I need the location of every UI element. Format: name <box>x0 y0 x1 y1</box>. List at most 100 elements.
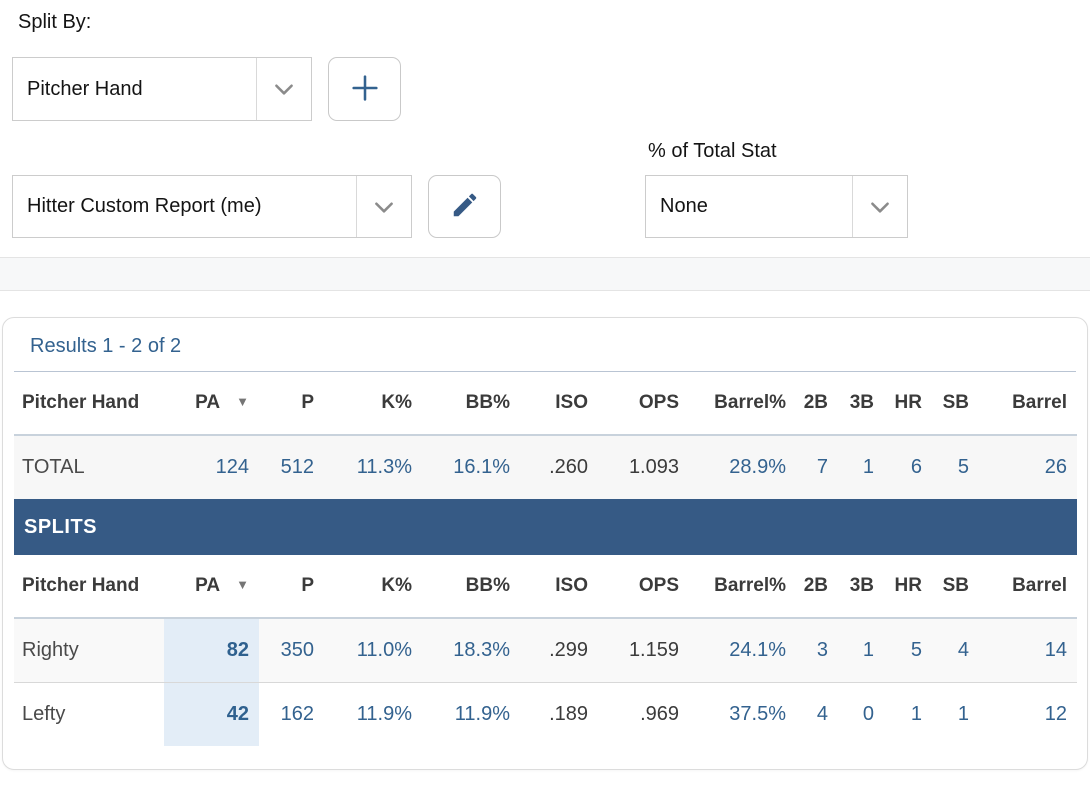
summary-divider <box>14 371 1076 372</box>
column-label: P <box>301 575 314 596</box>
column-header-bb[interactable]: BB% <box>422 555 520 619</box>
column-label: SB <box>942 392 969 413</box>
column-label: PA <box>195 392 221 413</box>
column-label: Barrel <box>1012 575 1067 596</box>
column-header-row: Pitcher Hand PA ▼ P K% BB% ISO OPS Barrel% 2B 3B HR… <box>14 372 1077 436</box>
column-header-hr[interactable]: HR <box>884 555 932 619</box>
cell-bb[interactable]: 11.9% <box>422 682 520 746</box>
column-label: ISO <box>555 392 588 413</box>
add-split-button[interactable] <box>328 57 401 121</box>
column-header-pitcher-hand[interactable]: Pitcher Hand <box>14 372 164 436</box>
cell-k[interactable]: 11.3% <box>324 435 422 499</box>
pct-total-stat-label: % of Total Stat <box>648 140 777 162</box>
column-header-barrel[interactable]: Barrel <box>979 555 1077 619</box>
column-label: K% <box>381 392 412 413</box>
split-by-select[interactable]: Pitcher Hand <box>12 57 312 121</box>
cell-hr[interactable]: 6 <box>884 435 932 499</box>
cell-bb[interactable]: 16.1% <box>422 435 520 499</box>
cell-pa[interactable]: 82 <box>164 618 259 683</box>
column-label: Barrel <box>1012 392 1067 413</box>
column-header-pitcher-hand[interactable]: Pitcher Hand <box>14 555 164 619</box>
column-header-row: Pitcher Hand PA ▼ P K% BB% ISO OPS Barrel% 2B 3B HR… <box>14 555 1077 619</box>
column-label: ISO <box>555 575 588 596</box>
column-header-ops[interactable]: OPS <box>598 372 689 436</box>
column-header-ops[interactable]: OPS <box>598 555 689 619</box>
cell-3b[interactable]: 1 <box>838 435 884 499</box>
column-label: SB <box>942 575 969 596</box>
cell-ops: 1.093 <box>598 435 689 499</box>
results-summary: Results 1 - 2 of 2 <box>30 335 182 357</box>
cell-sb[interactable]: 1 <box>932 682 979 746</box>
cell-pa[interactable]: 124 <box>164 435 259 499</box>
column-label: OPS <box>638 575 679 596</box>
sort-desc-icon[interactable]: ▼ <box>236 394 249 409</box>
column-header-sb[interactable]: SB <box>932 555 979 619</box>
pct-total-stat-select[interactable]: None <box>645 175 908 238</box>
column-header-pa[interactable]: PA ▼ <box>164 372 259 436</box>
cell-sb[interactable]: 4 <box>932 618 979 683</box>
column-header-barrel[interactable]: Barrel% <box>689 372 796 436</box>
column-label: Pitcher Hand <box>22 392 140 413</box>
split-by-selected-value: Pitcher Hand <box>27 77 143 100</box>
column-header-2b[interactable]: 2B <box>796 555 838 619</box>
cell-barrel[interactable]: 26 <box>979 435 1077 499</box>
cell-barrel[interactable]: 14 <box>979 618 1077 683</box>
sort-desc-icon[interactable]: ▼ <box>236 577 249 592</box>
cell-hr[interactable]: 5 <box>884 618 932 683</box>
column-header-p[interactable]: P <box>259 555 324 619</box>
report-select[interactable]: Hitter Custom Report (me) <box>12 175 412 238</box>
column-label: BB% <box>465 575 510 596</box>
cell-barrel[interactable]: 37.5% <box>689 682 796 746</box>
splits-section-title: SPLITS <box>14 499 1077 555</box>
cell-sb[interactable]: 5 <box>932 435 979 499</box>
cell-bb[interactable]: 18.3% <box>422 618 520 683</box>
column-header-3b[interactable]: 3B <box>838 372 884 436</box>
cell-3b[interactable]: 0 <box>838 682 884 746</box>
table-row-total: TOTAL 124 512 11.3% 16.1% .260 1.093 28.9% 7 1 6 5 2… <box>14 435 1077 499</box>
column-header-3b[interactable]: 3B <box>838 555 884 619</box>
column-header-bb[interactable]: BB% <box>422 372 520 436</box>
column-header-k[interactable]: K% <box>324 372 422 436</box>
results-card: Results 1 - 2 of 2 Pitcher Hand PA ▼ P K% BB%… <box>2 317 1088 770</box>
cell-2b[interactable]: 4 <box>796 682 838 746</box>
cell-barrel[interactable]: 28.9% <box>689 435 796 499</box>
column-header-k[interactable]: K% <box>324 555 422 619</box>
chevron-down-icon <box>256 58 311 120</box>
cell-p[interactable]: 162 <box>259 682 324 746</box>
column-label: 2B <box>803 392 828 413</box>
cell-k[interactable]: 11.9% <box>324 682 422 746</box>
pct-total-stat-selected-value: None <box>660 195 708 217</box>
column-label: BB% <box>465 392 510 413</box>
chevron-down-icon <box>852 176 907 237</box>
column-header-sb[interactable]: SB <box>932 372 979 436</box>
column-header-hr[interactable]: HR <box>884 372 932 436</box>
column-label: HR <box>894 575 922 596</box>
cell-p[interactable]: 512 <box>259 435 324 499</box>
cell-barrel[interactable]: 12 <box>979 682 1077 746</box>
column-label: Barrel% <box>714 575 786 596</box>
cell-hr[interactable]: 1 <box>884 682 932 746</box>
chevron-down-icon <box>356 176 411 237</box>
column-header-barrel[interactable]: Barrel% <box>689 555 796 619</box>
column-header-p[interactable]: P <box>259 372 324 436</box>
column-header-iso[interactable]: ISO <box>520 372 598 436</box>
cell-2b[interactable]: 7 <box>796 435 838 499</box>
cell-iso: .299 <box>520 618 598 683</box>
column-header-barrel[interactable]: Barrel <box>979 372 1077 436</box>
column-header-iso[interactable]: ISO <box>520 555 598 619</box>
cell-iso: .189 <box>520 682 598 746</box>
cell-2b[interactable]: 3 <box>796 618 838 683</box>
cell-barrel[interactable]: 24.1% <box>689 618 796 683</box>
column-header-pa[interactable]: PA ▼ <box>164 555 259 619</box>
cell-pa[interactable]: 42 <box>164 682 259 746</box>
edit-report-button[interactable] <box>428 175 501 238</box>
pencil-icon <box>450 190 480 223</box>
column-header-2b[interactable]: 2B <box>796 372 838 436</box>
cell-p[interactable]: 350 <box>259 618 324 683</box>
stats-table: Pitcher Hand PA ▼ P K% BB% ISO OPS Barrel% 2B 3B HR… <box>14 372 1077 746</box>
table-row-lefty: Lefty 42 162 11.9% 11.9% .189.969 37.5% 4 0 1 1 12 <box>14 682 1077 746</box>
split-by-label: Split By: <box>18 11 92 33</box>
cell-k[interactable]: 11.0% <box>324 618 422 683</box>
cell-3b[interactable]: 1 <box>838 618 884 683</box>
